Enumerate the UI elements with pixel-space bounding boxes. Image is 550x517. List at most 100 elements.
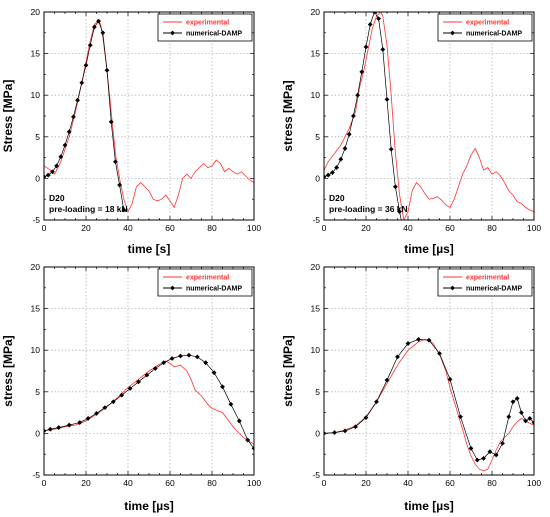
y-tick-label: 5 xyxy=(35,387,40,397)
data-point-numerical-DAMP xyxy=(45,172,51,178)
legend-box xyxy=(157,13,253,42)
plot-area xyxy=(324,267,534,475)
x-tick-label: 40 xyxy=(403,223,413,233)
data-point-numerical-DAMP xyxy=(169,356,175,361)
data-point-numerical-DAMP xyxy=(405,341,411,346)
data-point-numerical-DAMP xyxy=(127,386,133,391)
data-point-numerical-DAMP xyxy=(332,430,337,435)
annotation-text: D20 xyxy=(49,193,65,203)
legend-box xyxy=(157,268,253,297)
data-point-numerical-DAMP xyxy=(83,62,89,68)
x-tick-label: 20 xyxy=(361,223,371,233)
data-point-numerical-DAMP xyxy=(330,170,335,175)
data-point-numerical-DAMP xyxy=(363,415,369,420)
legend-marker xyxy=(170,30,175,36)
x-tick-label: 20 xyxy=(81,478,91,488)
data-point-numerical-DAMP xyxy=(527,416,533,421)
y-tick-label: 0 xyxy=(315,428,320,438)
legend: experimental numerical-DAMP xyxy=(157,268,253,297)
y-tick-label: 20 xyxy=(31,7,41,17)
legend: experimental numerical-DAMP xyxy=(437,268,533,297)
plot-frame xyxy=(43,266,255,476)
data-point-numerical-DAMP xyxy=(367,22,373,27)
y-tick-label: 5 xyxy=(315,387,320,397)
x-tick-label: 0 xyxy=(42,223,47,233)
data-point-numerical-DAMP xyxy=(66,129,72,135)
data-point-numerical-DAMP xyxy=(251,445,254,451)
x-tick-label: 0 xyxy=(322,223,327,233)
data-point-numerical-DAMP xyxy=(487,449,493,455)
y-tick-label: 10 xyxy=(311,90,321,100)
data-point-numerical-DAMP xyxy=(353,424,358,430)
legend-label: experimental xyxy=(186,275,229,282)
legend-label: numerical-DAMP xyxy=(466,31,522,38)
data-point-numerical-DAMP xyxy=(236,418,242,424)
y-tick-label: 5 xyxy=(35,132,40,142)
y-tick-label: 0 xyxy=(35,173,40,183)
series-group xyxy=(324,12,534,220)
data-point-numerical-DAMP xyxy=(87,42,93,48)
data-point-numerical-DAMP xyxy=(194,354,200,360)
data-point-numerical-DAMP xyxy=(372,12,377,15)
data-point-numerical-DAMP xyxy=(324,431,327,436)
data-point-numerical-DAMP xyxy=(380,47,386,52)
data-point-numerical-DAMP xyxy=(121,207,127,213)
x-tick-label: 60 xyxy=(165,223,175,233)
x-tick-label: 0 xyxy=(42,478,47,488)
data-point-numerical-DAMP xyxy=(178,353,183,359)
legend-marker xyxy=(450,30,455,36)
data-point-numerical-DAMP xyxy=(96,18,101,24)
x-tick-label: 80 xyxy=(487,478,497,488)
data-point-numerical-DAMP xyxy=(437,351,442,356)
data-point-numerical-DAMP xyxy=(397,209,402,215)
x-tick-label: 100 xyxy=(527,223,541,233)
y-axis-title: stress [MPa] xyxy=(281,80,295,151)
legend-label: experimental xyxy=(466,275,509,282)
y-tick-label: 20 xyxy=(31,262,41,272)
data-point-numerical-DAMP xyxy=(395,354,400,360)
data-point-numerical-DAMP xyxy=(66,422,72,428)
x-axis-title: time [µs] xyxy=(404,499,454,513)
plot-frame xyxy=(323,11,535,221)
legend-marker xyxy=(450,285,455,291)
data-point-numerical-DAMP xyxy=(519,410,524,415)
data-point-numerical-DAMP xyxy=(228,401,234,407)
y-tick-label: 0 xyxy=(35,428,40,438)
y-tick-label: -5 xyxy=(312,215,320,225)
data-point-numerical-DAMP xyxy=(152,366,158,371)
x-tick-label: 60 xyxy=(165,478,175,488)
data-point-numerical-DAMP xyxy=(117,182,122,188)
data-point-numerical-DAMP xyxy=(54,163,59,169)
data-point-numerical-DAMP xyxy=(245,437,251,443)
data-point-numerical-DAMP xyxy=(338,156,344,162)
x-tick-label: 0 xyxy=(322,478,327,488)
legend-marker xyxy=(170,285,175,291)
data-point-numerical-DAMP xyxy=(56,425,62,430)
data-point-numerical-DAMP xyxy=(136,379,141,385)
data-point-numerical-DAMP xyxy=(100,30,106,36)
series-line-experimental xyxy=(324,12,534,220)
data-point-numerical-DAMP xyxy=(161,360,167,366)
y-tick-label: 15 xyxy=(311,304,321,314)
plot-area xyxy=(44,12,254,220)
y-tick-label: -5 xyxy=(32,470,40,480)
legend-label: experimental xyxy=(466,20,509,27)
y-tick-label: 10 xyxy=(31,90,41,100)
plot-area xyxy=(324,12,534,220)
x-tick-label: 60 xyxy=(445,223,455,233)
data-point-numerical-DAMP xyxy=(355,92,360,98)
data-point-numerical-DAMP xyxy=(510,399,516,405)
data-point-numerical-DAMP xyxy=(393,184,398,190)
data-point-numerical-DAMP xyxy=(426,337,432,343)
data-point-numerical-DAMP xyxy=(119,392,125,398)
data-point-numerical-DAMP xyxy=(388,146,394,152)
y-tick-label: -5 xyxy=(32,215,40,225)
plot-frame xyxy=(43,11,255,221)
y-axis-title: stress [MPa] xyxy=(281,335,295,406)
x-axis-title: time [µs] xyxy=(124,499,174,513)
